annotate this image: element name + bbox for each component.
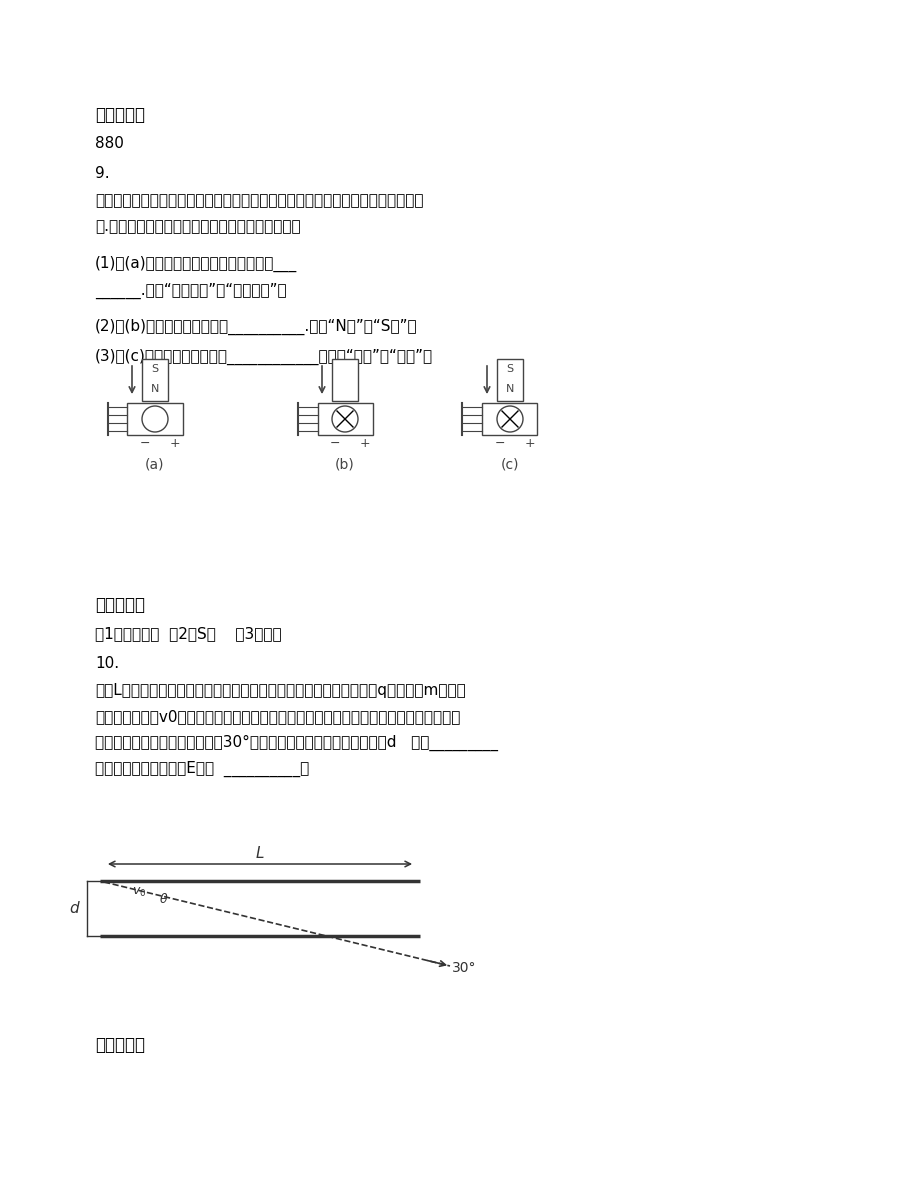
- Text: (2)图(b)中磁铁下方的极性是__________.（填“N极”或“S极”）: (2)图(b)中磁铁下方的极性是__________.（填“N极”或“S极”）: [95, 319, 417, 335]
- Text: −: −: [140, 437, 150, 450]
- Text: 30°: 30°: [451, 961, 476, 975]
- Text: d: d: [69, 902, 79, 916]
- Text: 一灵敏电流计（电流表），当电流从它的正接线柱流人时，指针向正接线柱一侧偏: 一灵敏电流计（电流表），当电流从它的正接线柱流人时，指针向正接线柱一侧偏: [95, 193, 423, 208]
- Text: （1）偏向正极  （2）S极    （3）向上: （1）偏向正极 （2）S极 （3）向上: [95, 626, 281, 641]
- Text: 参考答案：: 参考答案：: [95, 106, 145, 124]
- Circle shape: [332, 406, 357, 432]
- Text: 粒子，以初速度v0紧贴上极板沿垂直于电场线方向射入匀强电场中，刚好从下极板边缘射: 粒子，以初速度v0紧贴上极板沿垂直于电场线方向射入匀强电场中，刚好从下极板边缘射: [95, 709, 460, 724]
- Bar: [482, 403, 537, 435]
- Text: $\theta$: $\theta$: [159, 892, 168, 906]
- Text: (a): (a): [145, 457, 165, 470]
- Circle shape: [496, 406, 522, 432]
- Text: −: −: [494, 437, 505, 450]
- Bar: [332, 358, 357, 401]
- Text: −: −: [329, 437, 340, 450]
- Text: N: N: [505, 385, 514, 394]
- Text: $v_0$: $v_0$: [131, 886, 146, 899]
- Bar: [317, 403, 372, 435]
- Text: +: +: [169, 437, 180, 450]
- Text: S: S: [152, 364, 158, 374]
- Text: (3)图(c)中磁铁的运动方向是____________。（填“向上”或“向下”）: (3)图(c)中磁铁的运动方向是____________。（填“向上”或“向下”…: [95, 349, 433, 366]
- Bar: [496, 358, 522, 401]
- Text: L: L: [255, 846, 264, 861]
- Text: 9.: 9.: [95, 166, 109, 181]
- Text: 参考答案：: 参考答案：: [95, 596, 145, 615]
- Text: 出，且射出时速度方向与下板戕30°角，如图所示。则两极板间的距离d   等于_________: 出，且射出时速度方向与下板戕30°角，如图所示。则两极板间的距离d 等于____…: [95, 735, 497, 752]
- Text: N: N: [151, 385, 159, 394]
- Text: 长为L的平行金属板电容器，两板间形成匀强电场，一个带电荷量为＋q，质量为m的带电: 长为L的平行金属板电容器，两板间形成匀强电场，一个带电荷量为＋q，质量为m的带电: [95, 682, 465, 698]
- Text: +: +: [524, 437, 535, 450]
- Text: 880: 880: [95, 136, 124, 151]
- Text: S: S: [505, 364, 513, 374]
- Text: +: +: [359, 437, 370, 450]
- Text: (b): (b): [335, 457, 355, 470]
- Text: (c): (c): [500, 457, 518, 470]
- Bar: [128, 403, 182, 435]
- Text: 参考答案：: 参考答案：: [95, 1036, 145, 1054]
- Text: (1)图(a)中灵敏电流计指针的偏转方向为___: (1)图(a)中灵敏电流计指针的偏转方向为___: [95, 256, 297, 273]
- Text: 转.现把它与一个线圈串联，试就如图中各图指出：: 转.现把它与一个线圈串联，试就如图中各图指出：: [95, 219, 301, 233]
- Text: 10.: 10.: [95, 656, 119, 671]
- Text: ，匀强电场的场强大小E等于  __________。: ，匀强电场的场强大小E等于 __________。: [95, 761, 309, 778]
- Text: ______.（填“偏向正极”或“偏向负极”）: ______.（填“偏向正极”或“偏向负极”）: [95, 283, 287, 299]
- Circle shape: [142, 406, 168, 432]
- Bar: [142, 358, 168, 401]
